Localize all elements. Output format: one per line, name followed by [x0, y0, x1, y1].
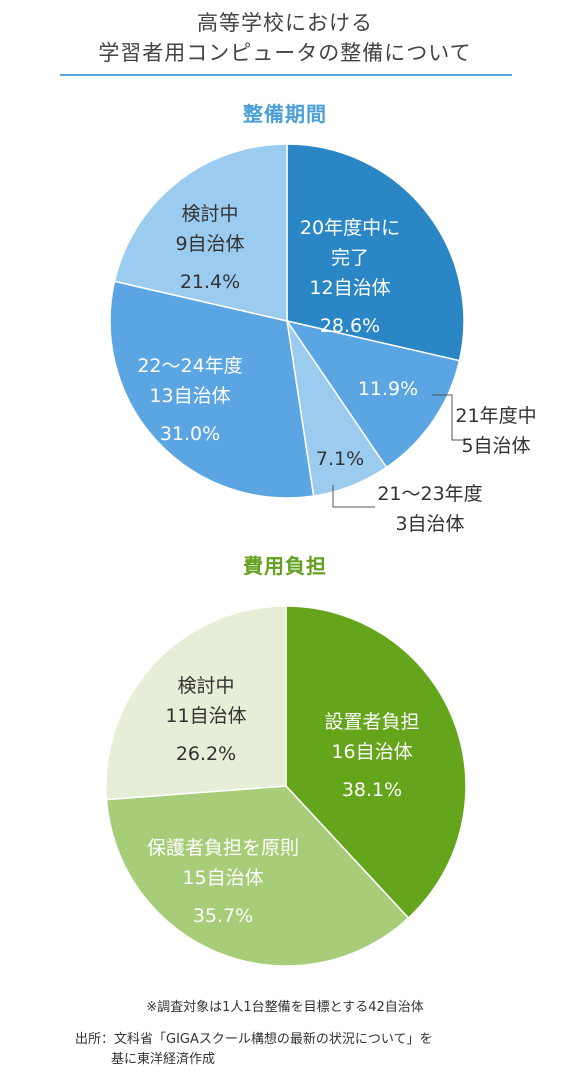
slice-category-label: 検討中 [177, 675, 234, 697]
pie-1-title: 整備期間 [243, 102, 327, 126]
slice-category-label: 11自治体 [165, 705, 246, 727]
slice-category-label: 完了 [331, 247, 369, 269]
slice-category-label: 9自治体 [175, 233, 244, 255]
pie-slice [286, 143, 465, 362]
slice-category-label: 16自治体 [331, 741, 412, 763]
leader-line [332, 485, 375, 508]
slice-category-label: 保護者負担を原則 [147, 837, 299, 859]
leader-line [432, 394, 466, 441]
slice-category-label: 20年度中に [300, 217, 400, 239]
chart-title: 高等学校における 学習者用コンピュータの整備について [0, 8, 570, 68]
slice-category-label: 15自治体 [182, 867, 263, 889]
pie-2-title: 費用負担 [243, 554, 327, 578]
slice-category-label: 設置者負担 [324, 711, 419, 733]
pie-slice [105, 605, 287, 801]
survey-note: ※調査対象は1人1台整備を目標とする42自治体 [146, 1000, 424, 1015]
source-line-1: 出所：文科省「GIGAスクール構想の最新の状況について」を [75, 1032, 433, 1047]
slice-value-label: 38.1% [342, 779, 402, 801]
title-line-2: 学習者用コンピュータの整備について [98, 41, 472, 65]
slice-value-label: 26.2% [176, 743, 236, 765]
title-underline [60, 74, 512, 76]
pie-chart-cost: 設置者負担 16自治体 38.1% 保護者負担を原則 15自治体 35.7% 検討中 11自治… [105, 605, 467, 967]
slice-category-label: 12自治体 [309, 277, 390, 299]
pie-slice [105, 785, 410, 967]
pie-slice [285, 319, 461, 469]
slice-category-label: 3自治体 [395, 513, 464, 535]
source-note: 出所：文科省「GIGAスクール構想の最新の状況について」を 基に東洋経済作成 [75, 1030, 555, 1070]
slice-category-label: 21～23年度 [377, 483, 482, 505]
pie-slice [109, 280, 315, 499]
slice-value-label: 21.4% [180, 271, 240, 293]
source-line-2: 基に東洋経済作成 [111, 1052, 216, 1067]
slice-value-label: 28.6% [320, 315, 380, 337]
title-line-1: 高等学校における [197, 11, 373, 35]
slice-category-label: 検討中 [181, 203, 238, 225]
slice-value-label: 7.1% [316, 448, 364, 470]
slice-category-label: 13自治体 [149, 385, 230, 407]
slice-value-label: 11.9% [358, 378, 418, 400]
slice-value-label: 31.0% [160, 423, 220, 445]
slice-category-label: 21年度中 [455, 405, 536, 427]
slice-category-label: 22～24年度 [137, 355, 242, 377]
slice-value-label: 35.7% [193, 905, 253, 927]
slice-category-label: 5自治体 [461, 435, 530, 457]
pie-slice [113, 143, 288, 322]
pie-slice [285, 605, 467, 920]
